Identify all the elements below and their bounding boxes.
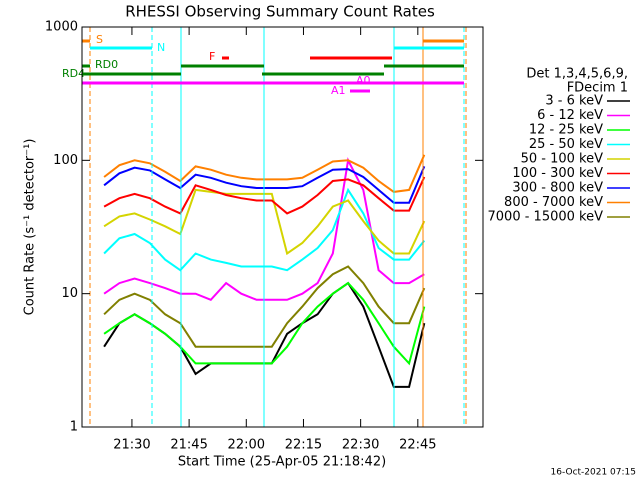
- y-tick-label: 10: [61, 286, 78, 301]
- annotation: A0: [356, 74, 371, 87]
- y-tick-label: 100: [53, 153, 78, 168]
- legend-label: 7000 - 15000 keV: [488, 210, 604, 225]
- x-tick-label: 21:45: [170, 438, 207, 453]
- legend-label: 100 - 300 keV: [512, 166, 603, 181]
- chart-title: RHESSI Observing Summary Count Rates: [125, 3, 435, 21]
- legend-label: 6 - 12 keV: [537, 108, 603, 123]
- annotation: RD0: [95, 58, 118, 71]
- y-tick-label: 1: [70, 420, 78, 435]
- legend-label: 25 - 50 keV: [529, 137, 603, 152]
- x-axis-label: Start Time (25-Apr-05 21:18:42): [178, 455, 386, 470]
- legend-title: FDecim 1: [567, 81, 628, 96]
- status-bars: [82, 39, 464, 93]
- y-tick-label: 1000: [45, 20, 78, 35]
- x-tick-label: 22:00: [228, 438, 265, 453]
- annotation: F: [209, 50, 215, 63]
- axes-frame: [81, 26, 484, 428]
- x-tick-label: 22:30: [342, 438, 379, 453]
- annotation: S: [96, 33, 103, 46]
- x-tick-label: 21:30: [113, 438, 150, 453]
- legend-label: 50 - 100 keV: [521, 152, 604, 167]
- legend-label: 3 - 6 keV: [545, 94, 603, 109]
- y-axis-label: Count Rate (s⁻¹ detector⁻¹): [23, 139, 38, 316]
- x-tick-label: 22:15: [285, 438, 322, 453]
- legend-label: 300 - 800 keV: [512, 181, 603, 196]
- x-tick-label: 22:45: [399, 438, 436, 453]
- annotation: N: [157, 41, 165, 54]
- legend-label: 12 - 25 keV: [529, 123, 603, 138]
- annotation: RD4: [62, 67, 85, 80]
- legend-title: Det 1,3,4,5,6,9,: [526, 67, 628, 82]
- annotation: A1: [331, 84, 346, 97]
- footer: 16-Oct-2021 07:15: [551, 468, 636, 478]
- legend-label: 800 - 7000 keV: [504, 195, 603, 210]
